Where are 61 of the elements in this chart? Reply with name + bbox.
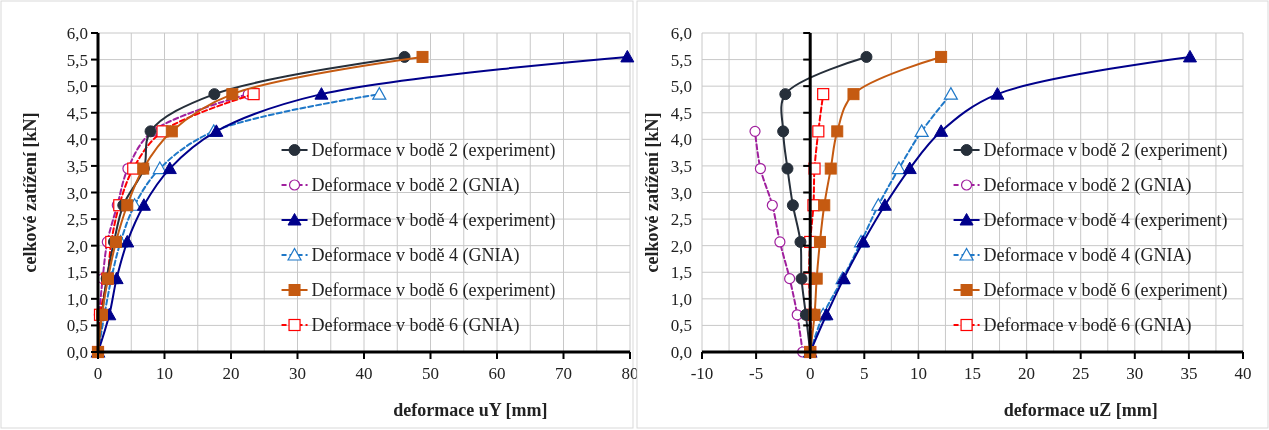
y-tick-label: 2,5 [670, 210, 692, 230]
y-tick-label: 3,0 [670, 183, 692, 203]
y-tick-label: 0,0 [670, 343, 692, 362]
x-tick-label: 15 [964, 364, 981, 383]
y-tick-label: 5,5 [66, 50, 88, 70]
y-tick-label: 3,5 [66, 156, 88, 176]
legend-label: Deformace v bodě 4 (experiment) [983, 210, 1228, 231]
x-tick-label: 30 [1126, 364, 1144, 383]
x-axis-title: deformace uY [mm] [393, 400, 548, 420]
y-tick-label: 0,0 [66, 343, 88, 362]
legend-label: Deformace v bodě 2 (GNIA) [311, 175, 520, 196]
x-axis-title: deformace uZ [mm] [1003, 400, 1158, 420]
x-tick-label: 40 [1234, 364, 1252, 383]
x-tick-label: 60 [488, 364, 506, 383]
legend-label: Deformace v bodě 6 (experiment) [983, 280, 1228, 301]
y-tick-label: 2,0 [66, 236, 88, 256]
legend-label: Deformace v bodě 4 (GNIA) [311, 245, 520, 266]
y-tick-label: 2,0 [670, 236, 692, 256]
y-tick-label: 3,5 [670, 156, 692, 176]
x-tick-label: 25 [1072, 364, 1090, 383]
x-tick-label: -10 [690, 364, 714, 383]
legend-label: Deformace v bodě 2 (experiment) [311, 140, 556, 161]
legend-label: Deformace v bodě 6 (experiment) [311, 280, 556, 301]
y-tick-label: 4,0 [670, 130, 692, 150]
y-tick-label: 0,5 [670, 316, 692, 336]
y-tick-label: 4,5 [670, 103, 692, 123]
y-tick-label: 1,5 [670, 263, 692, 283]
x-tick-label: 0 [93, 364, 103, 383]
y-tick-label: 1,5 [66, 263, 88, 283]
x-tick-label: 10 [909, 364, 927, 383]
x-tick-label: 20 [1018, 364, 1036, 383]
y-tick-label: 6,0 [670, 24, 692, 43]
x-tick-label: 35 [1180, 364, 1198, 383]
x-tick-label: 50 [422, 364, 439, 383]
y-tick-label: 0,5 [66, 316, 88, 336]
y-tick-label: 3,0 [66, 183, 88, 203]
y-axis-title: celkové zatížení [kN] [642, 112, 662, 273]
legend-label: Deformace v bodě 2 (experiment) [983, 140, 1228, 161]
y-tick-label: 5,5 [670, 50, 692, 70]
legend-label: Deformace v bodě 2 (GNIA) [983, 175, 1192, 196]
y-tick-label: 4,5 [66, 103, 88, 123]
x-tick-label: 30 [289, 364, 306, 383]
legend-label: Deformace v bodě 6 (GNIA) [311, 315, 520, 336]
y-tick-label: 5,0 [670, 77, 692, 97]
x-tick-label: 10 [156, 364, 173, 383]
x-tick-label: 20 [222, 364, 240, 383]
legend-label: Deformace v bodě 4 (GNIA) [983, 245, 1192, 266]
y-tick-label: 2,5 [66, 210, 88, 230]
y-tick-label: 6,0 [66, 24, 88, 43]
x-tick-label: 40 [355, 364, 373, 383]
y-tick-label: 4,0 [66, 130, 88, 150]
x-tick-label: 5 [860, 364, 869, 383]
x-tick-label: 0 [805, 364, 815, 383]
y-tick-label: 1,0 [66, 289, 88, 309]
x-tick-label: 70 [555, 364, 572, 383]
legend-label: Deformace v bodě 4 (experiment) [311, 210, 556, 231]
y-tick-label: 1,0 [670, 289, 692, 309]
y-tick-label: 5,0 [66, 77, 88, 97]
x-tick-label: -5 [749, 364, 764, 383]
y-axis-title: celkové zatížení [kN] [20, 112, 40, 273]
legend-label: Deformace v bodě 6 (GNIA) [983, 315, 1192, 336]
